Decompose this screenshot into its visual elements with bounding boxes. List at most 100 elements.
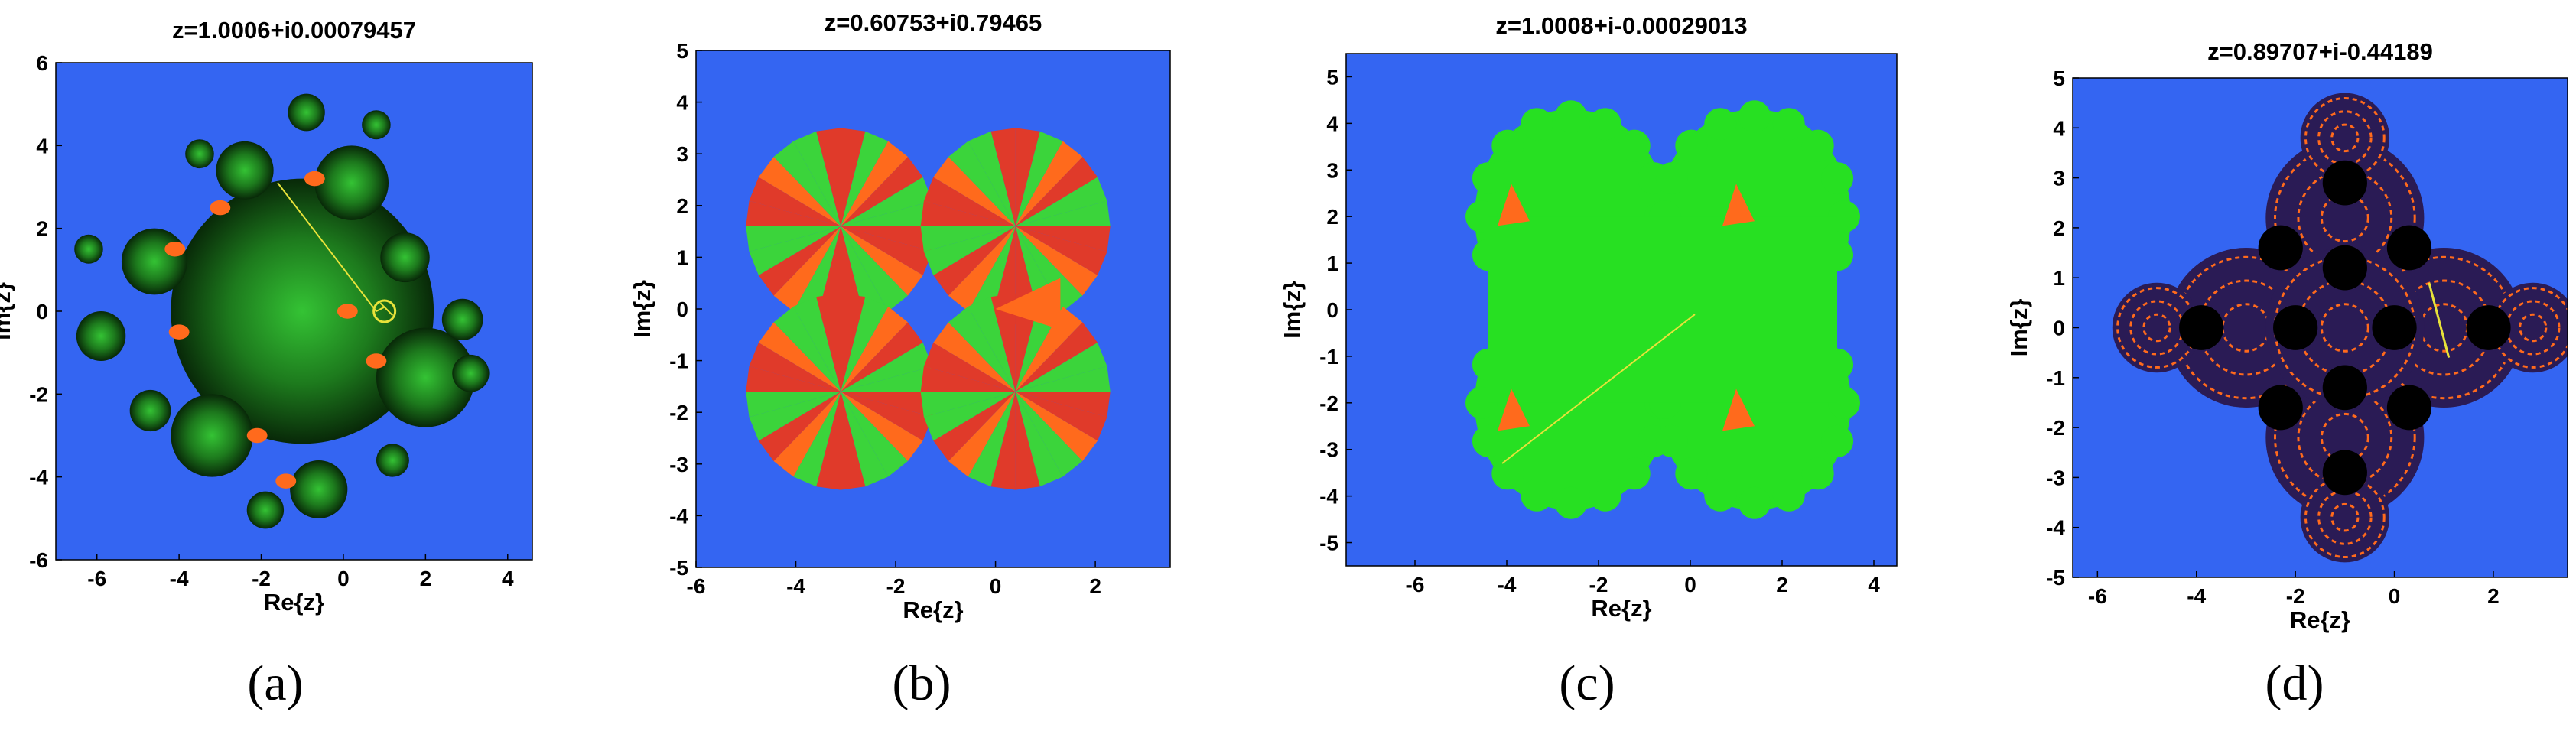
y-tick-label: 2 [1326,205,1338,229]
basin-sector [1015,128,1040,226]
fractal-scallop [1555,100,1587,133]
basin-sector [816,293,841,392]
basin-spot [275,473,297,489]
basin-sector [841,392,908,477]
x-tick-label: -6 [87,567,106,590]
fractal-image [1465,100,1860,519]
basin-sector [841,226,908,312]
y-tick-label: 4 [676,91,688,115]
fractal-scallop [1738,486,1771,519]
y-tick-label: 0 [1326,298,1338,322]
fractal-ring [2505,300,2561,356]
basin-sector [968,392,1016,487]
y-tick-label: 3 [2053,167,2065,190]
basin-sector [1015,392,1111,418]
y-tick-label: 1 [676,245,688,269]
basin-sector [841,366,936,392]
y-tick-label: -4 [29,466,48,489]
basin-sector [746,392,841,418]
y-tick-label: 1 [2053,266,2065,290]
fractal-lobe [2112,282,2202,373]
fractal-ring [2330,123,2360,153]
basin-sector [841,392,889,487]
fractal-bulb [314,145,389,220]
fractal-bulb [288,93,325,132]
y-tick-label: -4 [1319,485,1338,509]
basin-sector [749,226,841,276]
y-tick-label: -2 [29,382,48,406]
y-tick-label: -5 [2046,566,2065,590]
fractal-scallop [1655,424,1688,457]
basin-sector [841,392,923,461]
fractal-blob [2386,385,2432,431]
x-tick-label: 0 [990,574,1002,598]
x-tick-label: -2 [1589,573,1608,596]
basin-sector [773,306,841,392]
fractal-bulb [171,394,253,477]
caption-b: (b) [892,655,951,711]
x-axis-label: Re{z} [1591,595,1651,622]
basin-sector [841,392,936,418]
basin-sector [1015,226,1083,312]
basin-sector [1015,226,1107,276]
fractal-scallop [1618,129,1651,162]
y-tick-label: 3 [676,142,688,166]
basin-sector [793,131,841,226]
fractal-ring [2330,502,2360,532]
fractal-scallop [1821,424,1854,457]
fractal-bulb [185,139,214,169]
x-tick-label: -4 [786,574,805,598]
fractal-bulb [376,327,475,427]
basin-sector [1015,392,1040,490]
x-axis-label: Re{z} [903,596,963,623]
y-tick-label: 5 [676,39,688,63]
y-axis-label: Im{z} [629,280,655,338]
fractal-scallop [1821,162,1854,195]
y-tick-label: 2 [36,217,48,241]
fractal-bulb [76,311,126,361]
basin-sector [1015,157,1098,226]
basin-sector [793,392,841,487]
basin-sector [749,392,841,441]
fractal-ring [2320,303,2369,353]
y-tick-label: -5 [669,556,688,580]
basin-sector [1015,200,1111,226]
basin-spot [210,200,231,216]
basin-spot [164,242,186,257]
basin-sector [1015,322,1098,392]
y-tick-label: -3 [1319,438,1338,462]
basin-sector [1015,177,1107,226]
y-tick-label: -2 [2046,416,2065,440]
basin-sector [923,226,1016,276]
fractal-bulb [121,228,187,295]
y-tick-label: -4 [2046,516,2065,540]
basin-spot [1498,388,1530,431]
x-tick-label: 0 [337,567,350,590]
basin-sector [841,226,933,276]
y-tick-label: -1 [1319,345,1338,369]
y-tick-label: -2 [669,401,688,424]
basin-spot [246,427,268,444]
y-axis-label: Im{z} [1279,281,1306,339]
x-tick-label: -4 [2187,584,2206,608]
fractal-scallop [1555,486,1587,519]
fractal-bulb [376,444,409,477]
basin-sector [841,293,866,392]
y-tick-label: -5 [1319,531,1338,555]
y-tick-label: 2 [2053,216,2065,240]
basin-sector [758,157,841,226]
orbit-path [1501,314,1696,464]
y-tick-label: -3 [2046,466,2065,489]
fractal-scallop [1772,479,1805,512]
basin-spot [304,171,325,187]
fractal-scallop [1618,457,1651,490]
basin-sector [841,200,936,226]
basin-sector [758,392,841,461]
basin-sector [990,128,1016,226]
basin-sector [773,392,841,477]
basin-sector [920,226,1016,252]
fractal-blob [2179,305,2224,350]
fractal-blob [2322,450,2367,496]
fractal-scallop [1472,424,1504,457]
chart-svg: z=0.60753+i0.79465 -6 -4 -2 0 2 -5 -4 -3 -2 -1 0 1 2 3… [629,9,1171,623]
